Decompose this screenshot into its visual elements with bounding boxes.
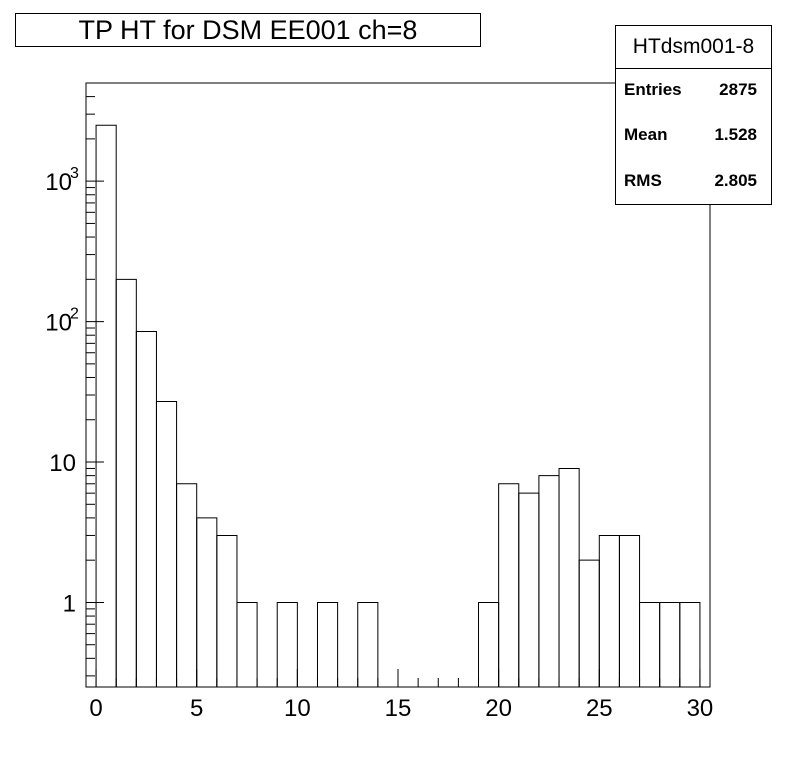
histogram-bin [316, 601, 339, 687]
x-tick-label: 10 [284, 695, 311, 722]
stats-label: Entries [624, 80, 682, 99]
stats-value: 2.805 [714, 171, 757, 190]
stats-label: RMS [624, 171, 662, 190]
stats-label: Mean [624, 125, 668, 144]
x-tick-label: 25 [586, 695, 613, 722]
histogram-bin [155, 400, 178, 687]
y-tick-label: 10 [45, 169, 72, 196]
histogram-bin [478, 601, 500, 687]
histogram-bin [598, 534, 620, 687]
y-tick-label: 10 [45, 310, 72, 337]
stats-histogram-name: HTdsm001-8 [616, 26, 771, 69]
y-tick-label: 1 [63, 590, 76, 617]
histogram-bin [498, 483, 520, 687]
stats-value: 2875 [719, 80, 757, 99]
chart-title-box: TP HT for DSM EE001 ch=8 [15, 13, 481, 47]
y-tick-exponent: 3 [70, 165, 79, 182]
x-tick-label: 15 [385, 695, 412, 722]
histogram-bin [578, 559, 600, 687]
histogram-bin [115, 278, 137, 687]
histogram-bin [135, 331, 157, 687]
histogram-bin [679, 601, 701, 687]
histogram-bin [659, 601, 681, 687]
histogram-bin [538, 475, 560, 687]
histogram-bin [236, 601, 258, 687]
histogram-bin [558, 467, 580, 687]
histogram-bin [176, 483, 198, 687]
histogram-bin [276, 601, 298, 687]
chart-title: TP HT for DSM EE001 ch=8 [78, 14, 418, 45]
x-tick-label: 30 [687, 695, 714, 722]
stats-box: HTdsm001-8 Entries 2875 Mean 1.528 RMS 2… [615, 25, 772, 205]
x-tick-label: 0 [89, 695, 102, 722]
x-tick-label: 5 [190, 695, 203, 722]
histogram-bin [618, 534, 641, 687]
x-tick-label: 20 [485, 695, 512, 722]
y-tick-exponent: 2 [70, 306, 79, 323]
y-tick-label: 10 [49, 450, 76, 477]
histogram-bin [639, 601, 661, 687]
histogram-bin [357, 601, 379, 687]
histogram-bin [196, 517, 218, 687]
histogram-bin [216, 534, 238, 687]
histogram-bin [518, 492, 540, 687]
stats-value: 1.528 [714, 125, 757, 144]
